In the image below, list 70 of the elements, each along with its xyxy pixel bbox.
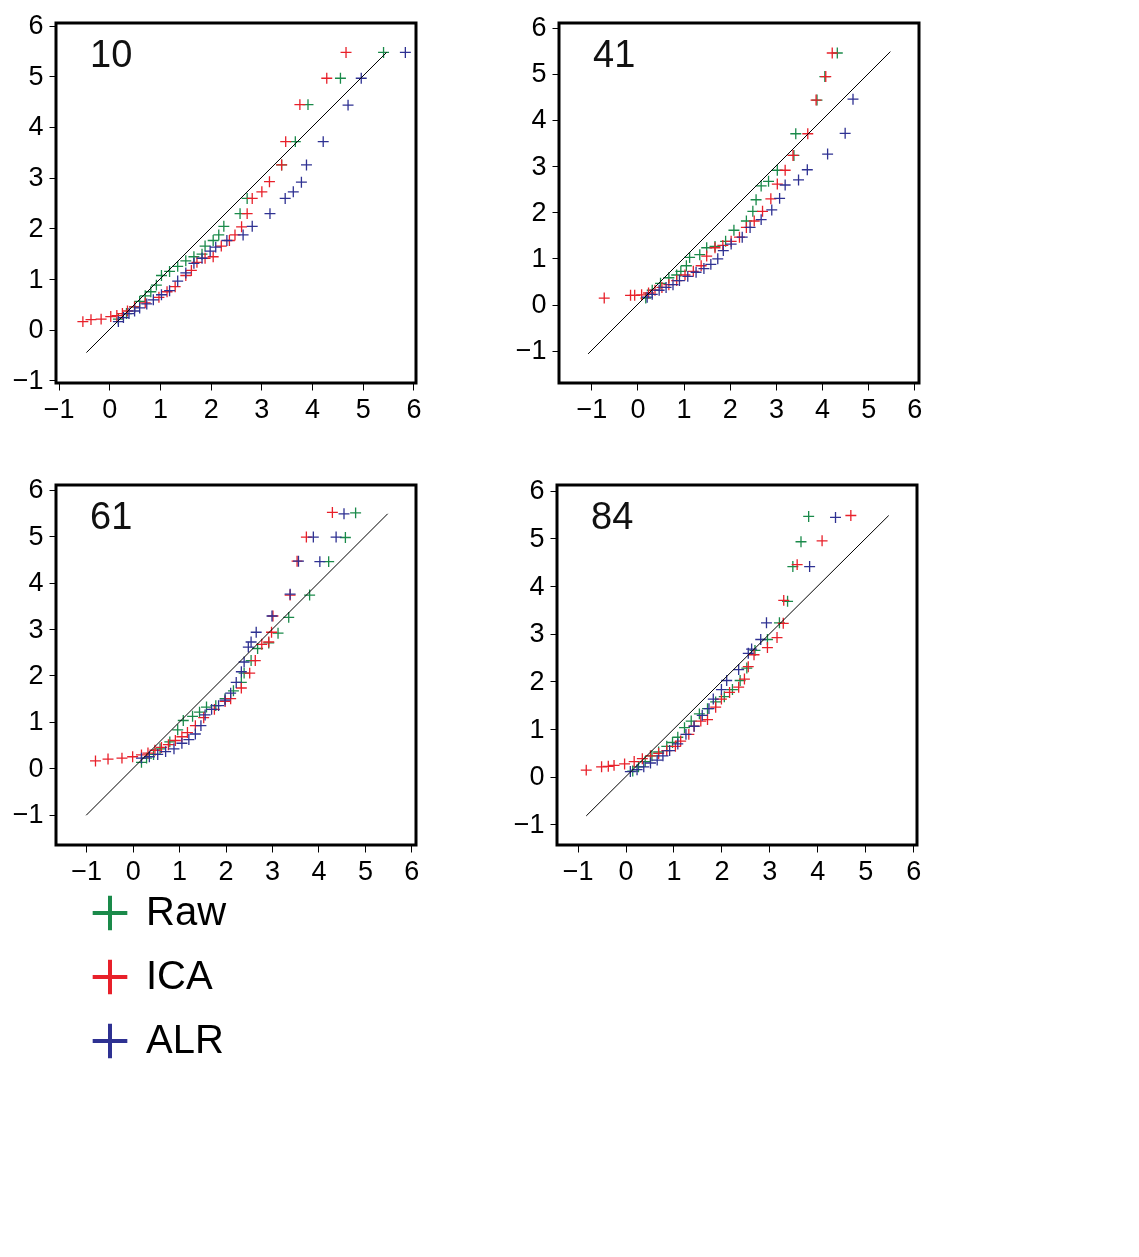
x-tick-label: 0	[630, 393, 646, 424]
y-tick-label: 3	[531, 150, 547, 181]
x-tick-label: 5	[357, 855, 373, 886]
y-tick-label: 5	[531, 58, 547, 89]
x-tick-label: 1	[172, 855, 188, 886]
x-tick-label: 0	[102, 393, 118, 424]
y-tick-label: 1	[28, 706, 44, 737]
x-tick-label: 5	[355, 393, 371, 424]
y-tick-label: 6	[529, 475, 545, 506]
x-tick-label: 0	[125, 855, 141, 886]
y-tick-label: 1	[529, 713, 545, 744]
y-tick-label: 0	[529, 761, 545, 792]
y-tick-label: 1	[531, 242, 547, 273]
x-tick-label: −1	[562, 855, 594, 886]
y-tick-label: 3	[529, 618, 545, 649]
legend-label: Raw	[146, 889, 227, 933]
y-tick-label: 5	[28, 60, 44, 91]
y-tick-label: 6	[28, 10, 44, 41]
y-tick-label: 6	[531, 12, 547, 43]
y-tick-label: 2	[28, 659, 44, 690]
chart-title: 61	[90, 495, 133, 537]
x-tick-label: −1	[576, 393, 608, 424]
x-tick-label: 2	[722, 393, 738, 424]
x-tick-label: −1	[71, 855, 103, 886]
y-tick-label: 3	[28, 613, 44, 644]
x-tick-label: 1	[152, 393, 168, 424]
y-tick-label: 1	[28, 263, 44, 294]
chart-title: 84	[591, 495, 634, 537]
y-tick-label: 5	[28, 520, 44, 551]
x-tick-label: 0	[618, 855, 634, 886]
y-tick-label: 0	[28, 314, 44, 345]
x-tick-label: 3	[264, 855, 281, 886]
y-tick-label: 4	[28, 111, 44, 142]
x-tick-label: 4	[815, 393, 831, 424]
y-tick-label: 3	[28, 162, 44, 193]
x-tick-label: 1	[666, 855, 682, 886]
y-tick-label: 5	[529, 522, 545, 553]
x-tick-label: 2	[203, 393, 219, 424]
x-tick-label: 2	[218, 855, 234, 886]
x-tick-label: 4	[305, 393, 321, 424]
y-tick-label: 4	[28, 567, 44, 598]
y-tick-label: 4	[529, 570, 545, 601]
x-tick-label: 4	[311, 855, 327, 886]
y-tick-label: 2	[531, 196, 547, 227]
y-tick-label: 0	[531, 289, 547, 320]
x-tick-label: 2	[714, 855, 730, 886]
x-tick-label: 3	[768, 393, 784, 424]
y-tick-label: −1	[513, 809, 545, 839]
x-tick-label: 1	[676, 393, 692, 424]
y-tick-label: 2	[28, 212, 44, 243]
legend-label: ALR	[146, 1017, 224, 1061]
y-tick-label: 6	[28, 474, 44, 505]
chart-title: 10	[90, 33, 133, 75]
x-tick-label: 3	[762, 855, 778, 886]
x-tick-label: 3	[254, 393, 270, 424]
y-tick-label: −1	[12, 364, 44, 395]
y-tick-label: 2	[529, 665, 545, 696]
x-tick-label: 4	[810, 855, 826, 886]
chart-title: 41	[593, 33, 636, 75]
y-tick-label: −1	[12, 799, 44, 830]
x-tick-label: 6	[406, 393, 422, 424]
legend-label: ICA	[146, 953, 213, 997]
x-tick-label: 6	[404, 855, 420, 886]
x-tick-label: 6	[906, 855, 922, 886]
x-tick-label: 6	[907, 393, 923, 424]
x-tick-label: 5	[861, 393, 877, 424]
x-tick-label: 5	[858, 855, 874, 886]
y-tick-label: 4	[531, 104, 547, 135]
y-tick-label: 0	[28, 752, 44, 783]
y-tick-label: −1	[515, 335, 547, 366]
